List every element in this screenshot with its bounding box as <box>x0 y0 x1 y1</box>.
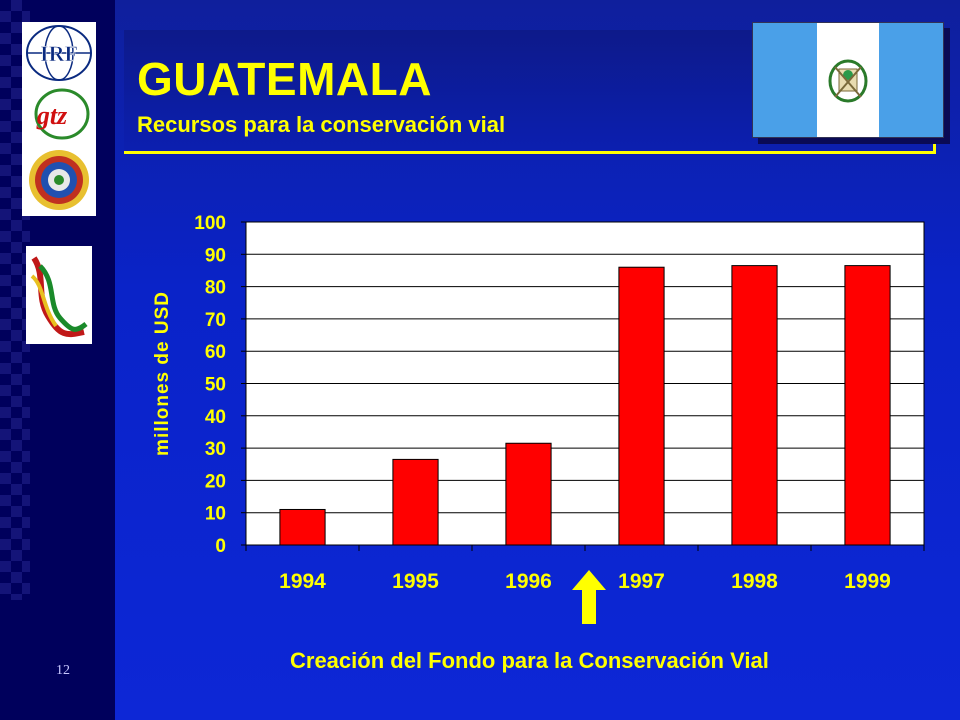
y-axis-label: millones de USD <box>152 291 173 456</box>
y-tick-label: 60 <box>205 342 226 363</box>
y-tick-label: 50 <box>205 375 226 396</box>
gtz-logo: gtz <box>22 84 96 144</box>
footer-caption: Creación del Fondo para la Conservación … <box>290 648 769 673</box>
bar-1995 <box>392 458 439 546</box>
bar-1996 <box>505 442 552 546</box>
guatemala-flag <box>752 22 944 138</box>
ministry-logo <box>26 246 92 344</box>
y-tick-label: 90 <box>205 245 226 266</box>
flag-white-band <box>817 23 879 137</box>
slide-subtitle: Recursos para la conservación vial <box>137 112 506 137</box>
x-tick-label: 1999 <box>844 570 891 593</box>
flag-coat-of-arms-icon <box>828 59 868 103</box>
bar-1998 <box>731 265 778 546</box>
y-tick-label: 20 <box>205 471 226 492</box>
bar-chart: 0 10 20 30 40 50 60 70 80 90 100 1994 1995 1996 1997 19… <box>152 213 925 593</box>
y-tick-label: 70 <box>205 310 226 331</box>
x-tick-label: 1998 <box>731 570 778 593</box>
irf-logo-text: IRF <box>40 41 78 66</box>
bar-1997 <box>618 266 665 546</box>
x-tick-label: 1994 <box>279 570 326 593</box>
gtz-logo-text: gtz <box>36 101 68 130</box>
arrow-up-icon <box>572 570 606 624</box>
x-tick-label: 1997 <box>618 570 665 593</box>
x-tick-label: 1996 <box>505 570 552 593</box>
y-tick-label: 100 <box>194 213 226 234</box>
page-number: 12 <box>56 663 70 678</box>
x-tick-label: 1995 <box>392 570 439 593</box>
oas-logo <box>22 144 96 216</box>
y-tick-label: 80 <box>205 278 226 299</box>
bar-1994 <box>279 508 326 546</box>
irf-logo: IRF <box>22 22 96 84</box>
y-tick-label: 10 <box>205 504 226 525</box>
y-tick-label: 0 <box>215 536 226 557</box>
bar-1999 <box>844 265 891 546</box>
slide-title: GUATEMALA <box>137 53 432 105</box>
y-tick-label: 40 <box>205 407 226 428</box>
y-tick-label: 30 <box>205 439 226 460</box>
